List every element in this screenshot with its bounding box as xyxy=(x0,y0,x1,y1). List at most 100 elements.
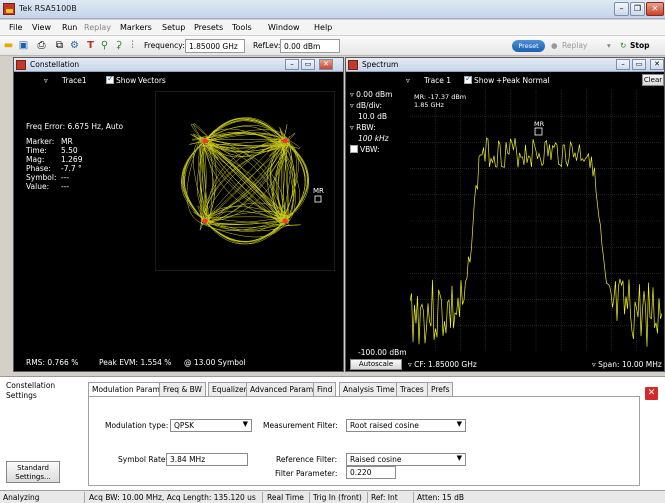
panel-minimize-button[interactable]: – xyxy=(285,59,299,70)
window-title: Tek RSA5100B xyxy=(19,4,77,13)
marker-readout-2: 1.85 GHz xyxy=(414,101,444,109)
window-icon[interactable]: ⧉ xyxy=(55,40,64,51)
frequency-field[interactable]: 1.85000 GHz xyxy=(185,39,245,53)
bottom-level: -100.00 dBm xyxy=(358,348,407,357)
readout-row: Symbol: --- xyxy=(26,173,70,182)
text-icon[interactable]: T xyxy=(87,40,94,51)
panel-restore-button[interactable]: ▭ xyxy=(632,59,646,70)
readout-row: Marker: MR xyxy=(26,137,73,146)
settings-title: Constellation Settings xyxy=(6,381,56,400)
filter-param-label: Filter Parameter: xyxy=(275,469,338,478)
peak-evm-readout: Peak EVM: 1.554 % xyxy=(99,358,172,367)
tab-advanced-params[interactable]: Advanced Params xyxy=(246,382,322,396)
spectrum-trace-select[interactable]: Trace 1 xyxy=(424,76,452,85)
replay-dropdown-icon[interactable]: ▾ xyxy=(607,41,611,50)
tab-equalizer[interactable]: Equalizer xyxy=(208,382,251,396)
menu-window[interactable]: Window xyxy=(268,23,300,32)
readout-row: Mag: 1.269 xyxy=(26,155,83,164)
print-icon[interactable]: ⎙ xyxy=(37,40,46,51)
marker-readout: Marker: MR Time: 5.50 Mag: 1.269 Phase: -7.7… xyxy=(26,137,146,191)
div-value[interactable]: 10.0 dB xyxy=(358,112,387,121)
vbw-checkbox[interactable]: VBW: xyxy=(350,145,380,154)
constellation-plot[interactable]: MR xyxy=(155,91,335,271)
tab-find[interactable]: Find xyxy=(313,382,337,396)
clear-button[interactable]: Clear xyxy=(642,74,664,86)
spectrum-body: ▿ Trace 1 Show +Peak Normal Clear ▿ 0.00… xyxy=(346,72,664,371)
close-button[interactable]: ✕ xyxy=(646,2,664,16)
ref-filter-select[interactable]: Raised cosine ▼ xyxy=(346,453,466,466)
peak-icon[interactable]: ⚳ xyxy=(114,40,123,51)
preset-button[interactable]: Preset xyxy=(512,40,545,52)
gear-icon[interactable]: ⚙ xyxy=(70,40,79,51)
menu-replay[interactable]: Replay xyxy=(84,23,112,32)
stop-icon: ↻ xyxy=(620,41,627,50)
tab-modulation-params[interactable]: Modulation Params xyxy=(88,382,168,397)
menu-run[interactable]: Run xyxy=(62,23,78,32)
settings-panel: Constellation Settings Modulation Params… xyxy=(0,376,665,490)
panel-restore-button[interactable]: ▭ xyxy=(301,59,315,70)
status-acq: Acq BW: 10.00 MHz, Acq Length: 135.120 u… xyxy=(89,493,256,502)
panel-icon xyxy=(16,60,26,70)
trace-dropdown-icon[interactable]: ▿ xyxy=(406,76,410,85)
ref-filter-label: Reference Filter: xyxy=(276,455,338,464)
spectrum-plot[interactable]: MR: -17.37 dBm 1.85 GHz MR xyxy=(410,90,662,352)
standard-settings-button[interactable]: Standard Settings... xyxy=(6,461,60,483)
panel-close-button[interactable]: ✕ xyxy=(650,59,664,70)
panel-close-button[interactable]: ✕ xyxy=(319,59,333,70)
trace-icon[interactable]: ⫶ xyxy=(131,40,134,51)
spectrum-show-checkbox[interactable]: Show xyxy=(464,74,494,85)
tab-prefs[interactable]: Prefs xyxy=(427,382,454,396)
trace-select[interactable]: Trace1 xyxy=(62,76,87,85)
mod-type-label: Modulation type: xyxy=(105,421,169,430)
show-mode[interactable]: Vectors xyxy=(138,76,166,85)
status-state: Analyzing xyxy=(3,493,40,502)
panel-minimize-button[interactable]: – xyxy=(616,59,630,70)
rbw-value[interactable]: 100 kHz xyxy=(358,134,389,143)
span-readout[interactable]: ▿ Span: 10.00 MHz xyxy=(592,360,662,369)
constellation-marker-label: MR xyxy=(313,187,324,195)
symbol-point xyxy=(202,218,208,224)
readout-row: Time: 5.50 xyxy=(26,146,78,155)
menu-tools[interactable]: Tools xyxy=(232,23,252,32)
frequency-label: Frequency: xyxy=(144,41,185,50)
marker-icon[interactable]: ⚲ xyxy=(100,40,109,51)
status-trigger: Trig In (front) xyxy=(313,493,362,502)
tab-freq-bw[interactable]: Freq & BW xyxy=(159,382,206,396)
minimize-button[interactable]: – xyxy=(614,2,629,16)
filter-param-input[interactable]: 0.220 xyxy=(346,466,396,479)
tab-traces[interactable]: Traces xyxy=(396,382,428,396)
menu-view[interactable]: View xyxy=(32,23,51,32)
save-icon[interactable]: ▣ xyxy=(18,40,29,51)
trace-dropdown-icon[interactable]: ▿ xyxy=(44,76,48,85)
reflev-field[interactable]: 0.00 dBm xyxy=(280,39,340,53)
spectrum-marker-box xyxy=(534,127,543,136)
spectrum-show-mode[interactable]: +Peak Normal xyxy=(496,76,550,85)
folder-icon[interactable]: ▬ xyxy=(3,40,14,51)
close-settings-icon[interactable]: ✕ xyxy=(645,387,658,400)
symbol-rate-label: Symbol Rate: xyxy=(118,455,169,464)
menu-markers[interactable]: Markers xyxy=(120,23,152,32)
replay-dot-icon: ● xyxy=(551,41,558,50)
autoscale-button[interactable]: Autoscale xyxy=(350,359,402,370)
symbol-rate-input[interactable]: 3.84 MHz xyxy=(166,453,248,466)
menu-file[interactable]: File xyxy=(9,23,23,32)
chevron-down-icon: ▼ xyxy=(456,454,462,462)
cf-readout[interactable]: ▿ CF: 1.85000 GHz xyxy=(408,360,477,369)
symbol-position: @ 13.00 Symbol xyxy=(184,358,246,367)
menu-help[interactable]: Help xyxy=(314,23,333,32)
mod-type-select[interactable]: QPSK ▼ xyxy=(170,419,252,432)
menu-setup[interactable]: Setup xyxy=(162,23,186,32)
show-checkbox[interactable]: Show xyxy=(106,74,136,85)
maximize-button[interactable]: ❐ xyxy=(630,2,645,16)
ref-level[interactable]: ▿ 0.00 dBm xyxy=(350,90,393,99)
standard-settings-label-2: Settings... xyxy=(15,473,51,481)
stop-button[interactable]: Stop xyxy=(630,41,650,50)
meas-filter-label: Measurement Filter: xyxy=(263,421,338,430)
tab-analysis-time[interactable]: Analysis Time xyxy=(339,382,399,396)
meas-filter-select[interactable]: Root raised cosine ▼ xyxy=(346,419,466,432)
marker-box xyxy=(314,195,322,203)
chevron-down-icon: ▼ xyxy=(456,420,462,428)
replay-button[interactable]: Replay xyxy=(562,41,588,50)
status-atten: Atten: 15 dB xyxy=(417,493,464,502)
menu-presets[interactable]: Presets xyxy=(194,23,224,32)
